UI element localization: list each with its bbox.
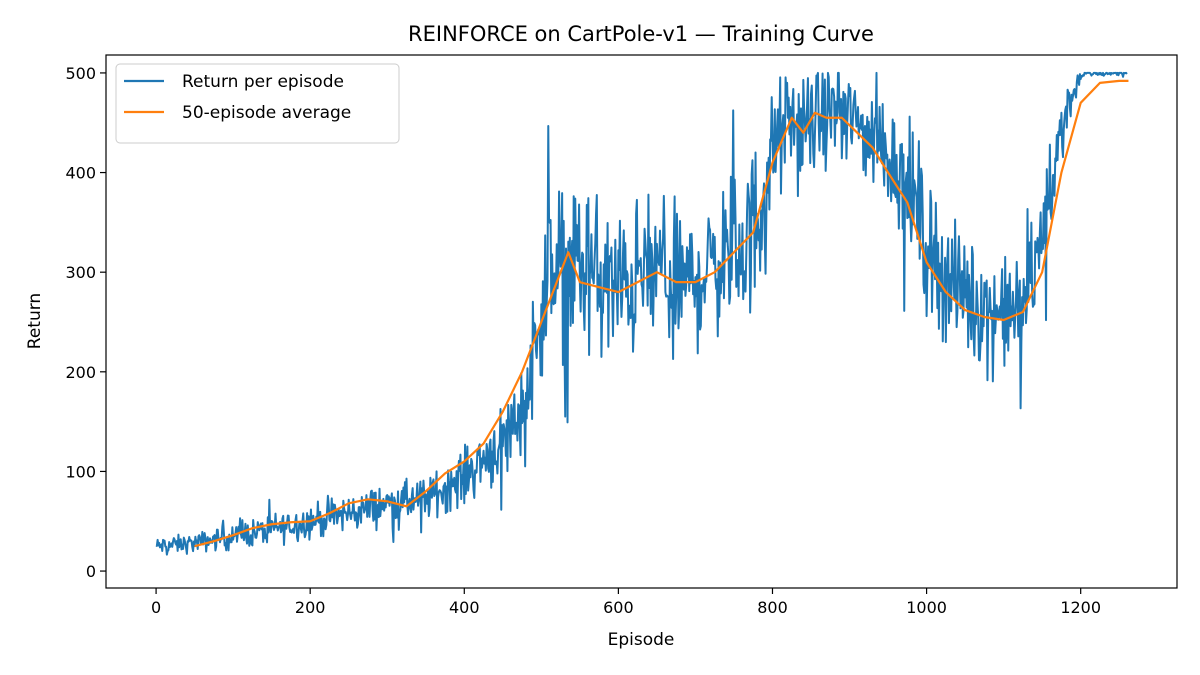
y-tick-label: 0 [86,562,96,581]
legend: Return per episode 50-episode average [115,63,400,144]
x-tick-label: 1000 [906,598,947,617]
x-axis-label: Episode [608,630,675,650]
x-tick-label: 1200 [1060,598,1101,617]
x-tick-label: 400 [449,598,480,617]
x-tick-label: 0 [151,598,161,617]
y-tick-label: 100 [65,462,96,481]
legend-box [115,63,400,144]
chart-title: REINFORCE on CartPole-v1 — Training Curv… [408,22,874,46]
y-tick-label: 200 [65,363,96,382]
y-axis: 0 100 200 300 400 500 [65,64,106,581]
x-tick-label: 600 [603,598,634,617]
y-axis-label: Return [25,293,45,349]
legend-label: 50-episode average [182,103,351,123]
y-tick-label: 500 [65,64,96,83]
series-line-50-episode-average [194,79,1129,548]
x-tick-label: 200 [295,598,326,617]
plot-frame [105,54,1178,589]
series-line-return-per-episode [155,71,1128,556]
legend-label: Return per episode [182,72,344,92]
y-tick-label: 400 [65,164,96,183]
series-layer [155,71,1129,556]
x-axis: 0 200 400 600 800 1000 1200 [151,588,1101,617]
x-tick-label: 800 [757,598,788,617]
y-tick-label: 300 [65,263,96,282]
